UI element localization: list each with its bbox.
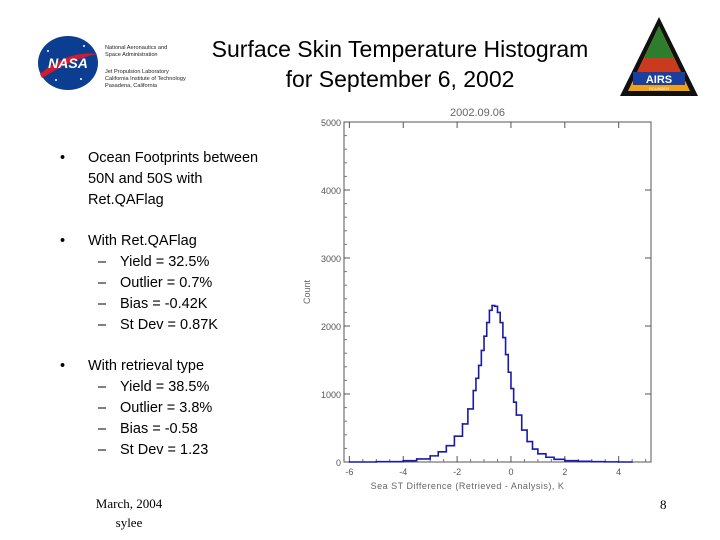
x-tick-label: -4 xyxy=(399,467,407,477)
histogram-point xyxy=(472,389,475,392)
bullet-item: • With retrieval type – Yield = 38.5% – Ou… xyxy=(60,356,310,461)
bullet-dot: • xyxy=(60,358,66,374)
histogram-point xyxy=(485,321,488,324)
nasa-logo: NASA xyxy=(38,36,98,90)
plot-frame xyxy=(343,121,652,463)
jpl-line: California Institute of Technology xyxy=(105,76,186,82)
histogram-point xyxy=(531,448,534,450)
title-line-1: Surface Skin Temperature Histogram xyxy=(211,36,589,62)
sub-item: – Bias = -0.42K xyxy=(98,296,208,312)
histogram-point xyxy=(553,458,555,461)
chart-title: 2002.09.06 xyxy=(450,107,505,119)
footer-date: March, 2004 xyxy=(95,496,163,511)
histogram-point xyxy=(577,460,580,463)
histogram-point xyxy=(515,414,518,416)
histogram-point xyxy=(604,461,607,463)
histogram-point xyxy=(475,377,477,380)
slide-title: Surface Skin Temperature Histogram for S… xyxy=(200,34,600,94)
histogram-point xyxy=(564,459,566,462)
y-axis-label: Count xyxy=(302,280,312,305)
footer-author: sylee xyxy=(115,515,143,530)
x-axis-label: Sea ST Difference (Retrieved - Analysis)… xyxy=(371,481,565,491)
histogram-point xyxy=(437,451,440,453)
histogram-point xyxy=(494,305,496,308)
histogram-point xyxy=(453,435,456,437)
histogram-point xyxy=(526,440,528,443)
histogram-point xyxy=(461,423,464,425)
y-tick-label: 4000 xyxy=(321,186,341,196)
jpl-line: Pasadena, California xyxy=(105,83,157,89)
histogram-line xyxy=(349,304,633,463)
x-tick-label: 0 xyxy=(508,467,513,477)
histogram-point xyxy=(499,321,501,324)
sub-item: – Yield = 32.5% xyxy=(98,254,210,270)
org-line: National Aeronautics and xyxy=(105,45,168,51)
airs-logo-small: SOUNDER xyxy=(649,86,669,91)
jpl-line: Jet Propulsion Laboratory xyxy=(105,69,169,75)
sub-item: – Outlier = 0.7% xyxy=(98,275,213,291)
sub-item: – Yield = 38.5% xyxy=(98,379,210,395)
histogram-point xyxy=(590,460,593,463)
histogram-point xyxy=(348,461,351,463)
bullet-dot: • xyxy=(60,233,66,249)
histogram-point xyxy=(545,456,547,459)
histogram-point xyxy=(480,349,483,352)
x-tick-label: -2 xyxy=(453,467,461,477)
y-tick-label: 0 xyxy=(336,458,341,468)
histogram-point xyxy=(537,453,539,455)
histogram-point xyxy=(415,458,418,460)
histogram-point xyxy=(375,460,378,463)
histogram-chart: 0 1000 2000 3000 4000 5000 -6 -4 -2 0 2 4 2002.09.06… xyxy=(302,107,652,491)
y-tick-label: 2000 xyxy=(321,322,341,332)
org-line: Space Administration xyxy=(105,52,158,58)
x-tick-label: 2 xyxy=(562,467,567,477)
title-line-2: for September 6, 2002 xyxy=(285,66,515,92)
sub-item: – St Dev = 0.87K xyxy=(98,317,218,333)
bullet-dot: • xyxy=(60,150,66,166)
x-tick-label: 4 xyxy=(616,467,621,477)
histogram-point xyxy=(483,335,485,337)
histogram-point xyxy=(504,353,507,356)
y-tick-label: 5000 xyxy=(321,118,341,128)
histogram-point xyxy=(520,429,523,431)
histogram-point xyxy=(512,401,515,403)
bullet-text: Ocean Footprints between 50N and 50S wit… xyxy=(88,150,259,208)
bullet-item: • With Ret.QAFlag – Yield = 32.5% – Outlie… xyxy=(60,231,310,336)
histogram-point xyxy=(631,461,633,463)
bullet-list: • Ocean Footprints between 50N and 50S w… xyxy=(60,148,310,481)
histogram-point xyxy=(496,311,499,314)
histogram-point xyxy=(617,461,620,463)
airs-logo-text: AIRS xyxy=(646,74,672,86)
histogram-point xyxy=(507,371,510,374)
page-number: 8 xyxy=(660,497,667,512)
histogram-point xyxy=(491,304,493,307)
histogram-point xyxy=(429,455,431,457)
footer-left: March, 2004 sylee xyxy=(88,494,170,532)
sub-item: – Bias = -0.58 xyxy=(98,421,198,437)
org-block: National Aeronautics and Space Administr… xyxy=(105,45,225,90)
sub-item: – Outlier = 3.8% xyxy=(98,400,213,416)
y-tick-label: 1000 xyxy=(321,390,341,400)
histogram-point xyxy=(477,364,480,367)
sub-item: – St Dev = 1.23 xyxy=(98,442,209,458)
airs-logo: AIRS SOUNDER xyxy=(620,17,698,96)
histogram-point xyxy=(445,444,448,447)
nasa-logo-text: NASA xyxy=(48,55,88,71)
bullet-text: With retrieval type xyxy=(88,358,205,374)
histogram-point xyxy=(502,336,504,339)
x-tick-label: -6 xyxy=(345,467,353,477)
y-tick-label: 3000 xyxy=(321,254,341,264)
bullet-text: With Ret.QAFlag xyxy=(88,233,197,249)
histogram-point xyxy=(510,387,512,390)
histogram-point xyxy=(467,408,469,410)
histogram-point xyxy=(402,459,405,462)
histogram-point xyxy=(488,309,491,312)
bullet-item: • Ocean Footprints between 50N and 50S w… xyxy=(60,148,310,211)
